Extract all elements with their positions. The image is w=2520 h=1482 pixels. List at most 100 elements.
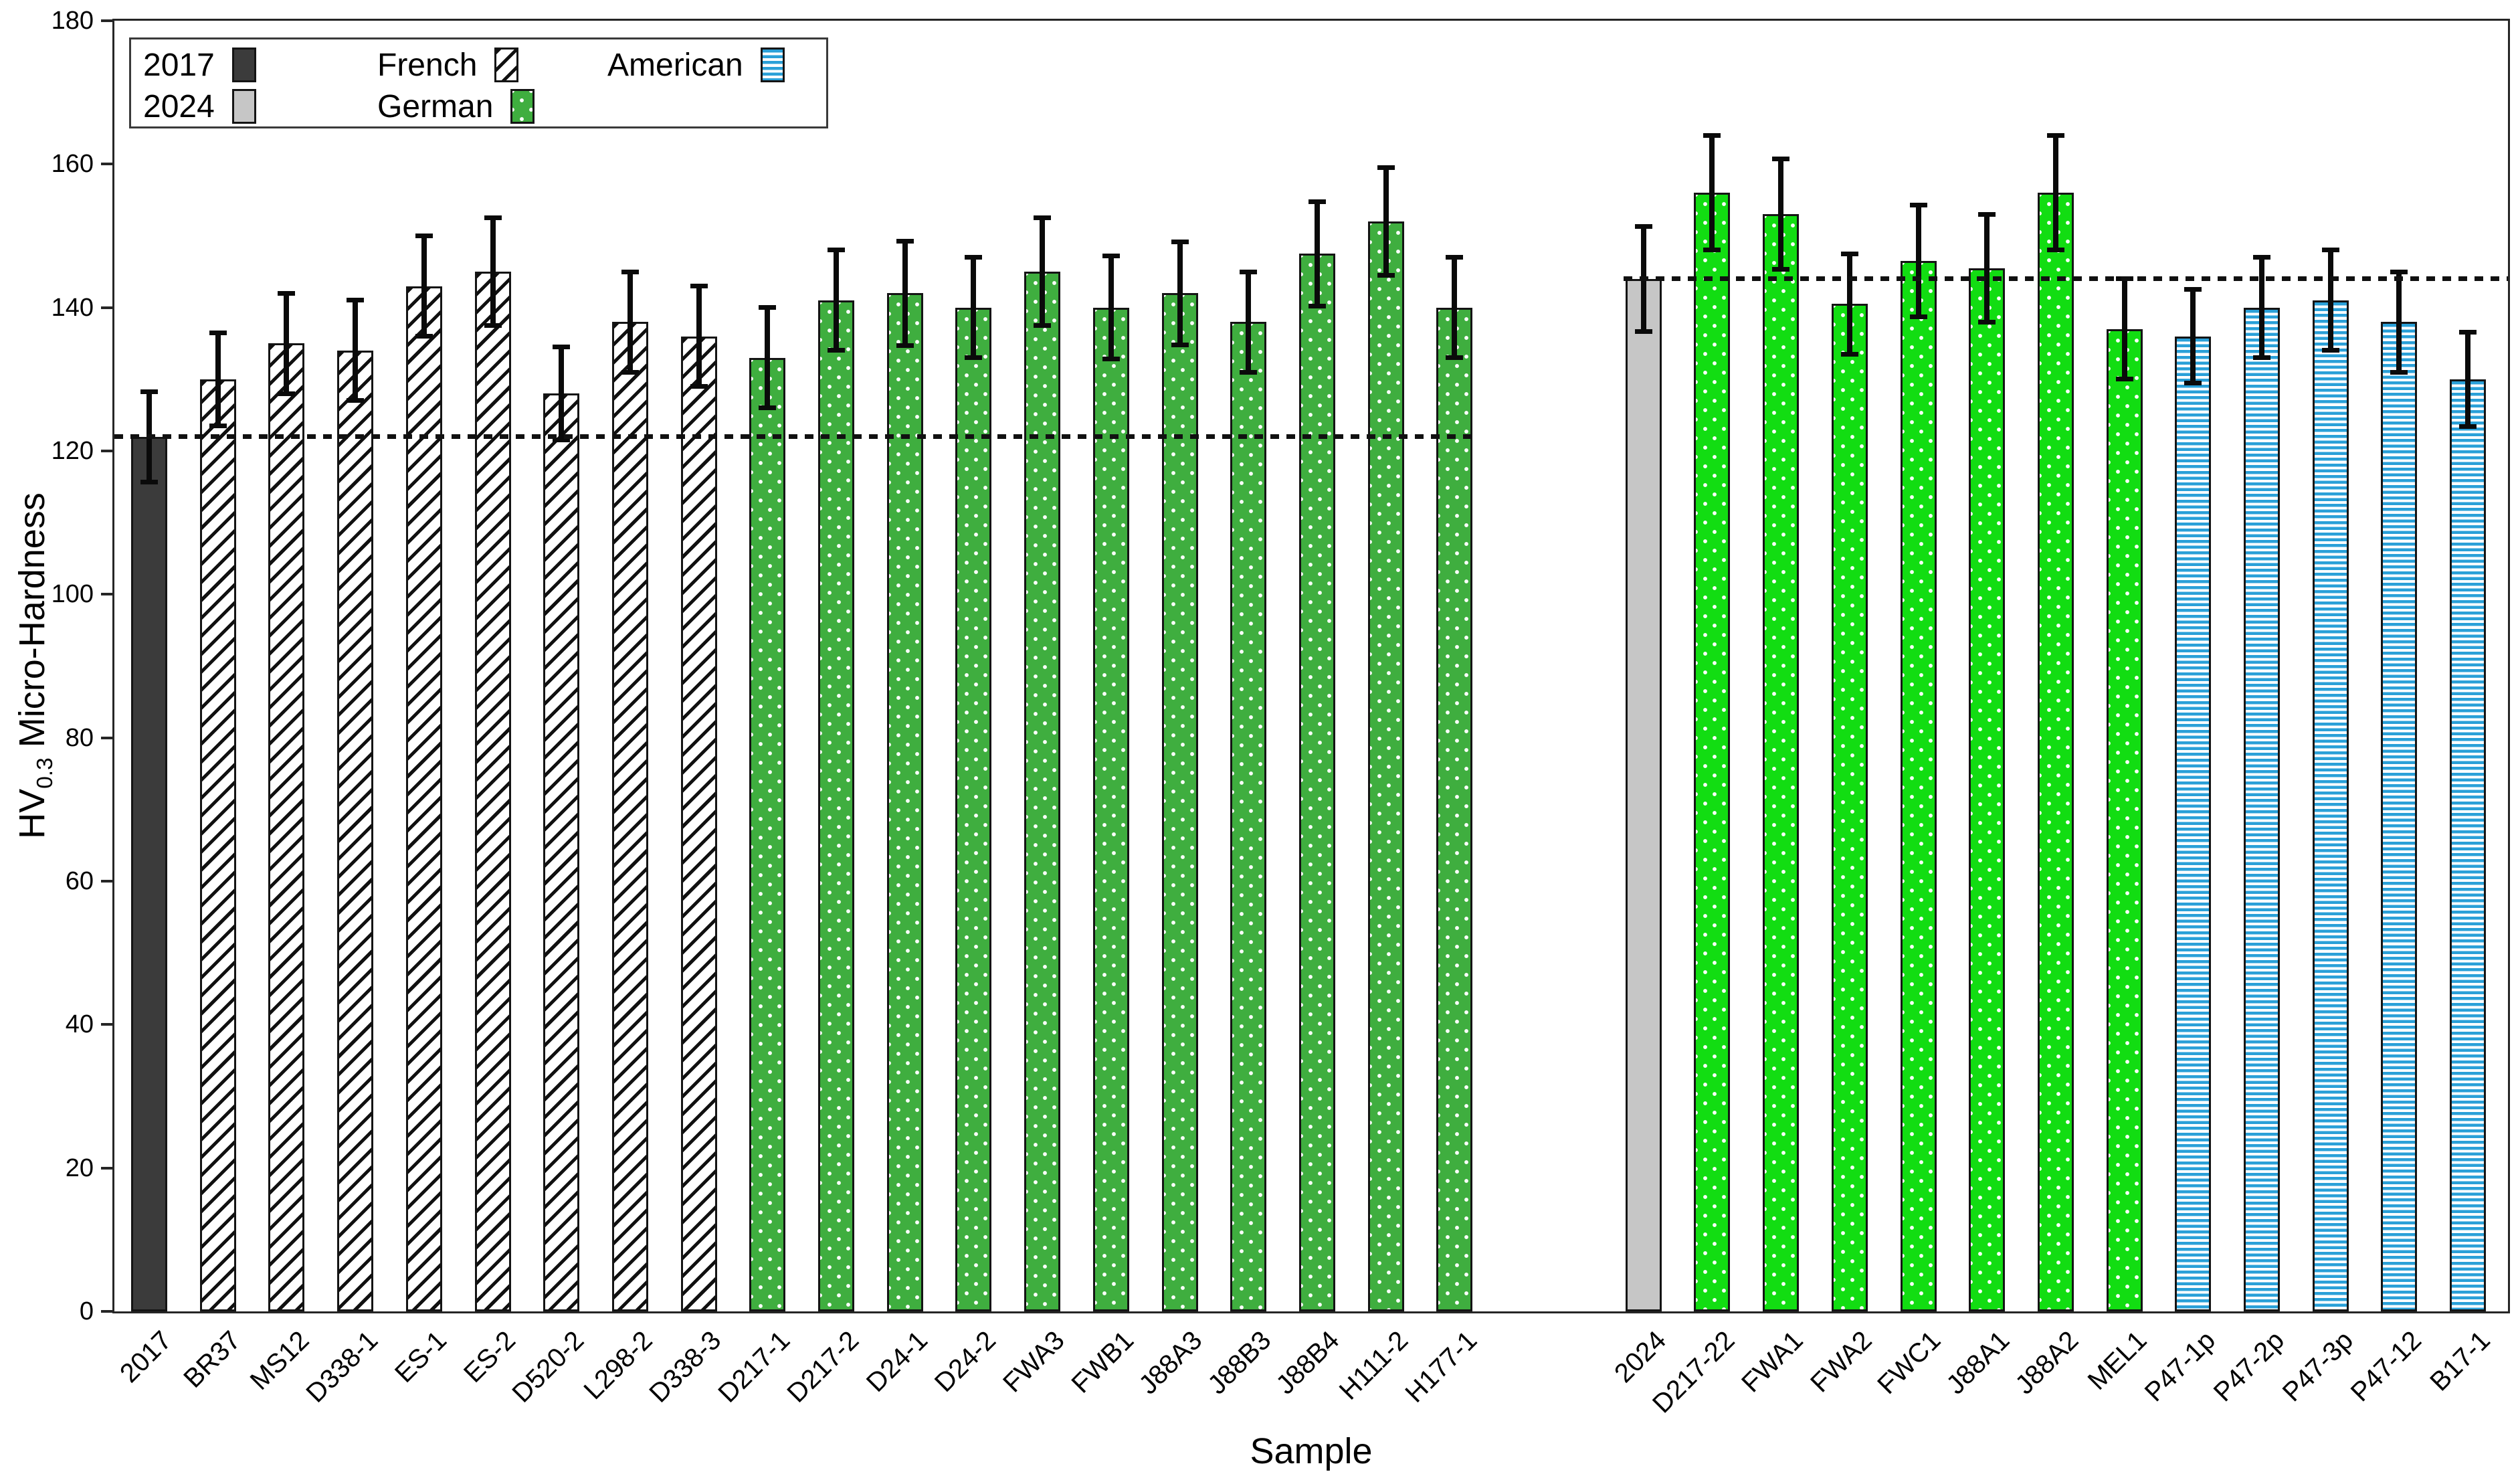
error-cap-high-FWA2 xyxy=(1840,251,1858,256)
error-cap-low-D338-1 xyxy=(347,398,365,403)
error-cap-high-ES-1 xyxy=(415,234,433,238)
error-bar-D520-2 xyxy=(559,347,565,440)
legend-swatch-german xyxy=(510,89,535,124)
x-tick-label-ES-1: ES-1 xyxy=(389,1325,452,1389)
error-cap-low-BR37 xyxy=(209,424,227,428)
bar-P47-12 xyxy=(2381,322,2418,1311)
bar-P47-2p xyxy=(2244,307,2281,1311)
x-tick-label-FWC1: FWC1 xyxy=(1872,1325,1947,1400)
error-bar-P47-2p xyxy=(2259,257,2265,358)
error-cap-low-FWA2 xyxy=(1840,351,1858,357)
x-tick-label-FWB1: FWB1 xyxy=(1066,1325,1139,1399)
bar-2017 xyxy=(131,436,167,1311)
error-cap-high-FWA3 xyxy=(1034,215,1052,221)
error-cap-high-D338-1 xyxy=(347,298,365,303)
error-cap-high-2024 xyxy=(1634,224,1652,229)
error-cap-low-L298-2 xyxy=(621,369,639,375)
error-cap-high-J88A1 xyxy=(1978,211,1996,217)
error-cap-low-ES-2 xyxy=(484,322,502,328)
bar-J88B3 xyxy=(1230,322,1267,1311)
error-bar-J88A1 xyxy=(1984,214,1990,322)
legend-swatch-2017 xyxy=(231,48,256,82)
error-cap-high-P47-1p xyxy=(2184,287,2202,292)
error-cap-low-J88A2 xyxy=(2046,248,2064,253)
error-bar-D24-1 xyxy=(902,241,908,346)
error-cap-low-P47-12 xyxy=(2390,369,2408,375)
error-bar-P47-3p xyxy=(2327,250,2333,351)
bar-D217-22 xyxy=(1694,193,1731,1311)
error-bar-FWB1 xyxy=(1108,256,1114,359)
error-cap-low-P47-3p xyxy=(2321,348,2339,353)
y-tick-label-100: 100 xyxy=(51,580,94,609)
x-tick-label-P47-3p: P47-3p xyxy=(2276,1325,2359,1408)
error-cap-low-D24-1 xyxy=(896,343,914,348)
error-bar-J88A3 xyxy=(1177,242,1183,345)
error-cap-low-ES-1 xyxy=(415,334,433,339)
error-cap-high-J88B4 xyxy=(1308,199,1326,204)
bar-D217-2 xyxy=(818,300,854,1311)
error-cap-low-P47-2p xyxy=(2253,355,2271,361)
error-cap-high-2017 xyxy=(140,389,158,394)
error-cap-high-D24-2 xyxy=(965,255,983,260)
x-tick-label-J88A2: J88A2 xyxy=(2009,1325,2085,1400)
x-tick-label-D217-1: D217-1 xyxy=(712,1325,796,1408)
bar-D520-2 xyxy=(543,393,580,1311)
y-tick-mark-140 xyxy=(101,306,112,309)
error-cap-low-D217-1 xyxy=(759,405,777,411)
error-bar-MS12 xyxy=(284,293,290,394)
error-cap-high-B17-1 xyxy=(2459,329,2477,335)
x-tick-label-D520-2: D520-2 xyxy=(506,1325,590,1408)
y-tick-label-140: 140 xyxy=(51,293,94,322)
y-axis-title-prefix: HV xyxy=(12,788,53,839)
error-bar-FWA2 xyxy=(1846,254,1852,355)
bar-P47-1p xyxy=(2175,336,2212,1311)
error-cap-low-J88A1 xyxy=(1978,319,1996,325)
legend-entry-2017: 2017 xyxy=(143,46,256,84)
error-bar-L298-2 xyxy=(627,272,633,373)
x-tick-label-H177-1: H177-1 xyxy=(1399,1325,1483,1408)
y-tick-label-40: 40 xyxy=(65,1010,94,1039)
error-bar-B17-1 xyxy=(2465,332,2471,427)
bar-FWA3 xyxy=(1024,272,1061,1311)
legend-swatch-american xyxy=(760,48,785,82)
error-bar-ES-2 xyxy=(490,217,496,326)
error-cap-high-D217-22 xyxy=(1703,132,1721,138)
y-tick-mark-80 xyxy=(101,736,112,739)
error-bar-P47-12 xyxy=(2396,272,2402,373)
y-axis-title-subscript: 0.3 xyxy=(32,757,58,789)
bar-2024 xyxy=(1625,278,1662,1311)
bar-ES-2 xyxy=(474,272,511,1311)
error-bar-H111-2 xyxy=(1383,167,1389,276)
y-tick-label-20: 20 xyxy=(65,1153,94,1182)
error-cap-low-J88A3 xyxy=(1171,342,1189,347)
bar-P47-3p xyxy=(2312,300,2349,1311)
y-tick-mark-100 xyxy=(101,593,112,596)
error-cap-high-FWB1 xyxy=(1102,254,1120,259)
bar-D24-1 xyxy=(886,293,923,1311)
y-axis-title-suffix: Micro-Hardness xyxy=(12,492,53,758)
x-tick-label-J88A3: J88A3 xyxy=(1133,1325,1208,1400)
x-tick-label-D338-3: D338-3 xyxy=(644,1325,727,1408)
x-tick-label-FWA3: FWA3 xyxy=(997,1325,1071,1398)
y-tick-mark-180 xyxy=(101,19,112,22)
error-cap-high-FWC1 xyxy=(1909,202,1927,207)
x-tick-label-FWA2: FWA2 xyxy=(1805,1325,1878,1398)
error-cap-high-MS12 xyxy=(278,290,296,296)
x-tick-label-BR37: BR37 xyxy=(177,1325,246,1394)
x-tick-label-D24-1: D24-1 xyxy=(860,1325,933,1398)
x-tick-label-B17-1: B17-1 xyxy=(2424,1325,2497,1397)
x-tick-label-P47-12: P47-12 xyxy=(2345,1325,2428,1408)
error-cap-high-P47-12 xyxy=(2390,269,2408,274)
error-cap-high-D217-2 xyxy=(828,248,845,253)
bar-D217-1 xyxy=(749,357,786,1311)
error-bar-D338-3 xyxy=(696,286,702,387)
bar-J88A2 xyxy=(2037,193,2074,1311)
x-tick-label-L298-2: L298-2 xyxy=(578,1325,659,1406)
x-tick-label-D338-1: D338-1 xyxy=(300,1325,384,1408)
error-bar-J88A2 xyxy=(2052,135,2058,250)
y-tick-label-80: 80 xyxy=(65,723,94,752)
legend: 2017 2024 French German American xyxy=(129,37,828,128)
x-tick-label-FWA1: FWA1 xyxy=(1736,1325,1810,1398)
error-cap-high-J88A2 xyxy=(2046,132,2064,138)
